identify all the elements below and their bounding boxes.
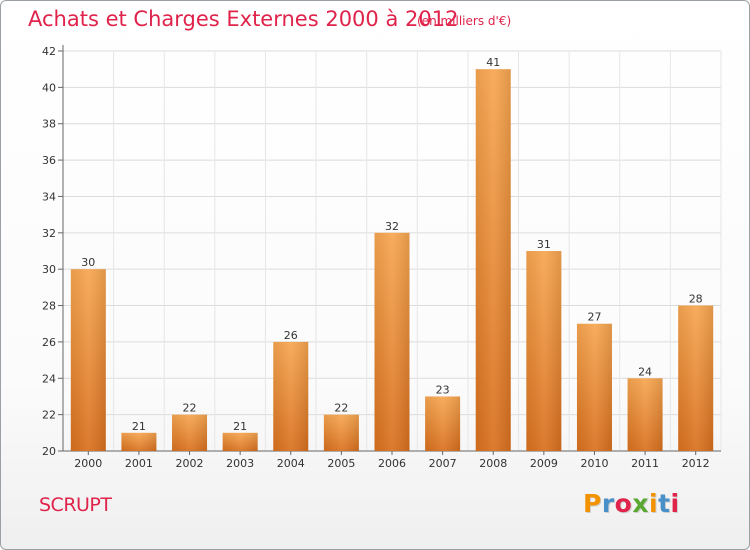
data-label: 27	[587, 311, 601, 324]
x-tick-label: 2008	[479, 457, 507, 470]
logo-letter: t	[658, 489, 671, 518]
bar-shade	[475, 69, 511, 451]
x-tick-label: 2002	[176, 457, 204, 470]
y-tick-label: 32	[42, 227, 56, 240]
logo-letter: x	[632, 489, 649, 518]
data-label: 31	[537, 238, 551, 251]
bar-shade	[576, 323, 612, 451]
data-label: 22	[183, 402, 197, 415]
x-tick-label: 2010	[580, 457, 608, 470]
data-label: 21	[233, 420, 247, 433]
data-label: 22	[334, 402, 348, 415]
bar-shade	[323, 414, 359, 451]
commune-name: SCRUPT	[39, 494, 112, 516]
bar-shade	[273, 341, 309, 451]
bar-shade	[678, 305, 714, 451]
proxiti-logo[interactable]: Proxiti	[583, 489, 680, 518]
y-tick-label: 28	[42, 300, 56, 313]
y-tick-label: 26	[42, 336, 56, 349]
bar-shade	[70, 269, 106, 451]
data-label: 26	[284, 329, 298, 342]
logo-letter: i	[649, 489, 659, 518]
y-tick-label: 22	[42, 409, 56, 422]
data-label: 24	[638, 365, 652, 378]
chart-title: Achats et Charges Externes 2000 à 2012	[28, 7, 459, 31]
bars	[70, 69, 714, 451]
bar-shade	[121, 432, 157, 451]
x-tick-label: 2012	[682, 457, 710, 470]
bar-shade	[172, 414, 208, 451]
y-tick-label: 30	[42, 263, 56, 276]
logo-letter: i	[670, 489, 680, 518]
x-tick-label: 2007	[429, 457, 457, 470]
chart-subtitle: (en milliers d'€)	[417, 14, 512, 28]
y-tick-label: 36	[42, 154, 56, 167]
labels: 30 2000 21 2001 22 2002 21 2003 26 2004 22 2005 32 20…	[74, 56, 709, 470]
x-tick-label: 2000	[74, 457, 102, 470]
data-label: 32	[385, 220, 399, 233]
data-label: 41	[486, 56, 500, 69]
x-tick-label: 2004	[277, 457, 305, 470]
x-tick-label: 2005	[327, 457, 355, 470]
y-tick-label: 40	[42, 81, 56, 94]
bar-shade	[425, 396, 461, 451]
y-tick-label: 34	[42, 190, 56, 203]
bar-shade	[222, 432, 258, 451]
x-tick-label: 2003	[226, 457, 254, 470]
x-tick-label: 2011	[631, 457, 659, 470]
x-tick-label: 2006	[378, 457, 406, 470]
bar-shade	[526, 251, 562, 451]
y-tick-label: 42	[42, 45, 56, 58]
logo-letter: o	[614, 489, 633, 518]
y-tick-label: 20	[42, 445, 56, 458]
data-label: 28	[689, 293, 703, 306]
x-tick-label: 2009	[530, 457, 558, 470]
data-label: 23	[436, 383, 450, 396]
data-label: 30	[81, 256, 95, 269]
bar-shade	[627, 378, 663, 451]
bar-shade	[374, 232, 410, 451]
y-tick-label: 38	[42, 118, 56, 131]
data-label: 21	[132, 420, 146, 433]
x-tick-label: 2001	[125, 457, 153, 470]
y-tick-label: 24	[42, 372, 56, 385]
logo-letter: P	[583, 489, 602, 518]
logo-letter: r	[601, 489, 615, 518]
